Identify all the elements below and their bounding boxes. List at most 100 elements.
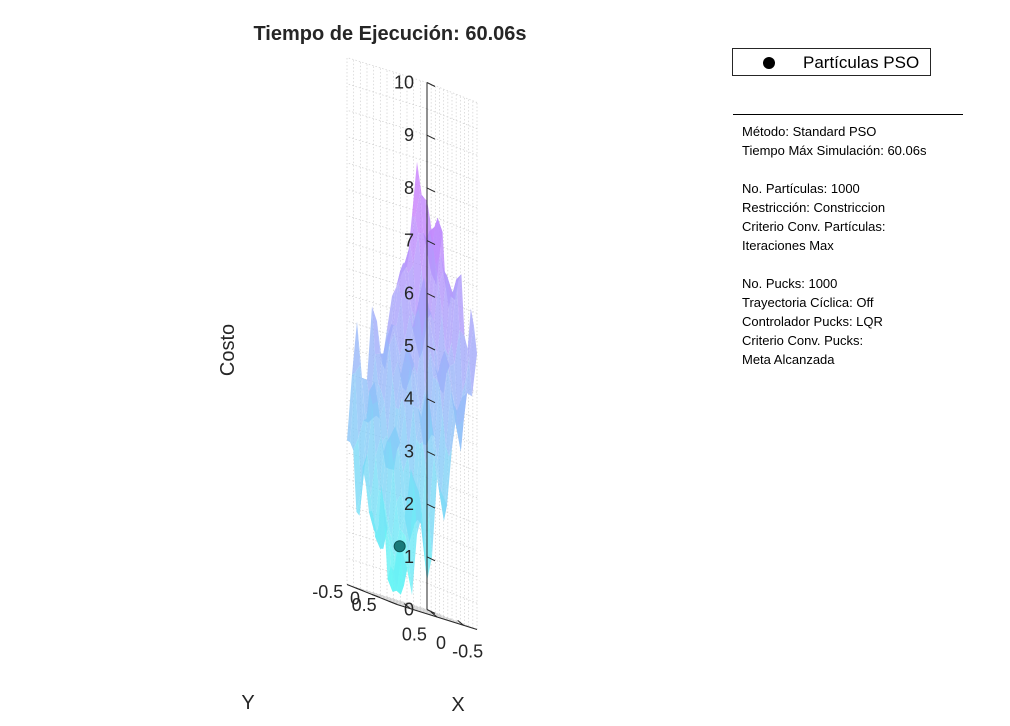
surface-patch [385, 436, 394, 524]
surface-patch [360, 364, 369, 423]
surface-patch [403, 262, 412, 311]
surface-patch [445, 390, 454, 457]
surface-patch [431, 379, 440, 437]
grid-line [426, 134, 478, 156]
surface-patch [434, 385, 443, 460]
legend-label: Partículas PSO [803, 53, 920, 72]
z-tick-label: 1 [404, 547, 414, 567]
surface-patch [358, 419, 367, 491]
z-tick-label: 2 [404, 494, 414, 514]
surface-patch [357, 321, 366, 416]
surface-patch [456, 274, 465, 336]
x-tick-label: -0.5 [452, 641, 483, 661]
grid-line [346, 136, 428, 162]
z-tick-label: 3 [404, 441, 414, 461]
surface-patch [427, 243, 436, 319]
info-line: Meta Alcanzada [742, 352, 835, 367]
z-tick [426, 450, 436, 456]
surface-patch [432, 427, 441, 500]
surface-patch [410, 217, 419, 265]
surface-patch [410, 308, 419, 377]
z-tick [426, 134, 436, 140]
surface-patch [378, 339, 387, 391]
surface-patch [373, 488, 382, 535]
surface-patch [377, 401, 386, 468]
surface-patch [400, 408, 409, 473]
info-line: Restricción: Constriccion [742, 200, 886, 215]
surface-patch [410, 362, 419, 409]
surface-patch [398, 262, 407, 300]
info-line: Método: Standard PSO [742, 124, 877, 139]
surface-patch [445, 290, 454, 356]
y-tick [388, 600, 397, 605]
surface-patch [405, 244, 414, 274]
surface-patch [382, 436, 391, 505]
surface-patch [448, 404, 457, 457]
surface-patch [407, 215, 416, 267]
legend-marker-icon [763, 57, 775, 69]
surface-patch [405, 469, 414, 561]
z-tick-label: 9 [404, 125, 414, 145]
surface-patch [415, 192, 424, 234]
x-axis-label: X [451, 694, 464, 716]
surface-patch [364, 390, 373, 468]
surface-patch [402, 345, 411, 409]
info-line: Trayectoria Cíclica: Off [742, 295, 874, 310]
surface-patch [438, 270, 447, 314]
surface-patch [442, 275, 451, 349]
z-tick [426, 398, 436, 404]
z-tick-label: 7 [404, 231, 414, 251]
surface-patch [379, 402, 388, 441]
surface-patch [418, 232, 427, 270]
surface-patch [389, 332, 398, 378]
z-tick [426, 82, 436, 87]
z-tick [426, 503, 436, 509]
surface-patch [396, 299, 405, 356]
grid-line [426, 530, 478, 551]
z-tick [426, 240, 436, 246]
surface-patch [432, 217, 441, 266]
x-tick-label: 0.5 [402, 625, 427, 645]
surface-patch [392, 361, 401, 408]
simulation-info-panel: Método: Standard PSO Tiempo Máx Simulaci… [742, 122, 982, 369]
surface-patch [350, 372, 359, 451]
surface-patch [458, 393, 467, 426]
surface-patch [423, 277, 432, 334]
z-tick [426, 345, 436, 351]
surface-patch [430, 265, 439, 322]
surface-patch [369, 381, 378, 405]
info-line: No. Pucks: 1000 [742, 276, 838, 291]
info-line: Controlador Pucks: LQR [742, 314, 883, 329]
y-tick [355, 587, 364, 592]
surface-patch [413, 308, 422, 375]
surface-patch [442, 366, 451, 446]
surface-patch [362, 452, 371, 497]
particles [393, 540, 406, 553]
surface-patch [451, 279, 460, 364]
y-tick-label: 0 [350, 589, 360, 609]
grid-line [426, 582, 478, 604]
surface-patch [425, 413, 434, 515]
cost-surface [347, 161, 477, 596]
z-tick [426, 556, 436, 562]
surface-patch [386, 523, 395, 557]
surface-patch [367, 404, 376, 497]
surface-patch [465, 308, 474, 380]
surface-patch [388, 461, 397, 538]
surface-patch [393, 540, 402, 588]
surface-patch [408, 264, 417, 319]
y-tick [371, 594, 381, 598]
surface-patch [439, 350, 448, 413]
surface-patch [353, 438, 362, 512]
z-tick-label: 10 [394, 73, 414, 93]
surface-patch [459, 329, 468, 392]
surface-patch [397, 397, 406, 450]
surface-patch [395, 426, 404, 473]
surface-patch [399, 498, 408, 533]
surface-patch [405, 362, 414, 454]
surface-patch [372, 306, 381, 355]
surface-patch [391, 324, 400, 356]
surface-patch [412, 161, 421, 218]
z-tick-label: 5 [404, 336, 414, 356]
